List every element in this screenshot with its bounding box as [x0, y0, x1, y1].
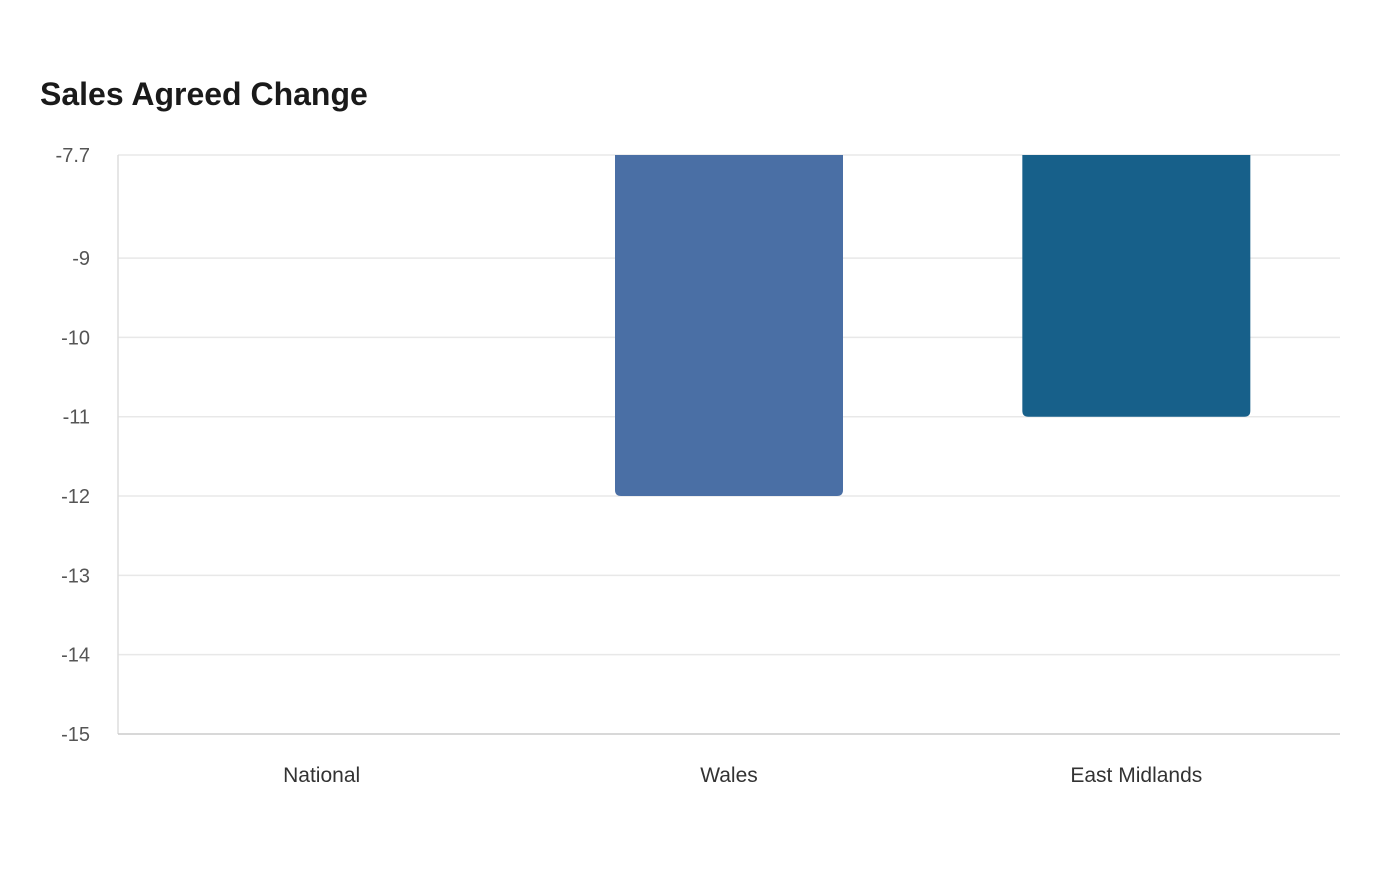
x-tick-label: Wales [700, 764, 758, 787]
y-tick-label: -7.7 [56, 145, 90, 167]
x-tick-label: East Midlands [1070, 764, 1202, 787]
x-tick-label: National [283, 764, 360, 787]
bars [615, 155, 1251, 497]
y-tick-label: -14 [61, 645, 90, 667]
bar-east-midlands[interactable] [1022, 155, 1251, 417]
y-tick-label: -10 [61, 327, 90, 349]
y-tick-label: -13 [61, 565, 90, 587]
y-tick-label: -12 [61, 486, 90, 508]
chart-title: Sales Agreed Change [40, 76, 368, 112]
y-tick-label: -9 [72, 248, 90, 270]
y-axis-ticks: -15 -14 -13 -12 -11 -10 -9 -7.7 [56, 145, 90, 746]
y-tick-label: -15 [61, 724, 90, 746]
bar-wales[interactable] [615, 155, 843, 497]
y-tick-label: -11 [63, 407, 90, 429]
x-axis-ticks: National Wales East Midlands [283, 764, 1202, 787]
axes [117, 155, 1340, 735]
